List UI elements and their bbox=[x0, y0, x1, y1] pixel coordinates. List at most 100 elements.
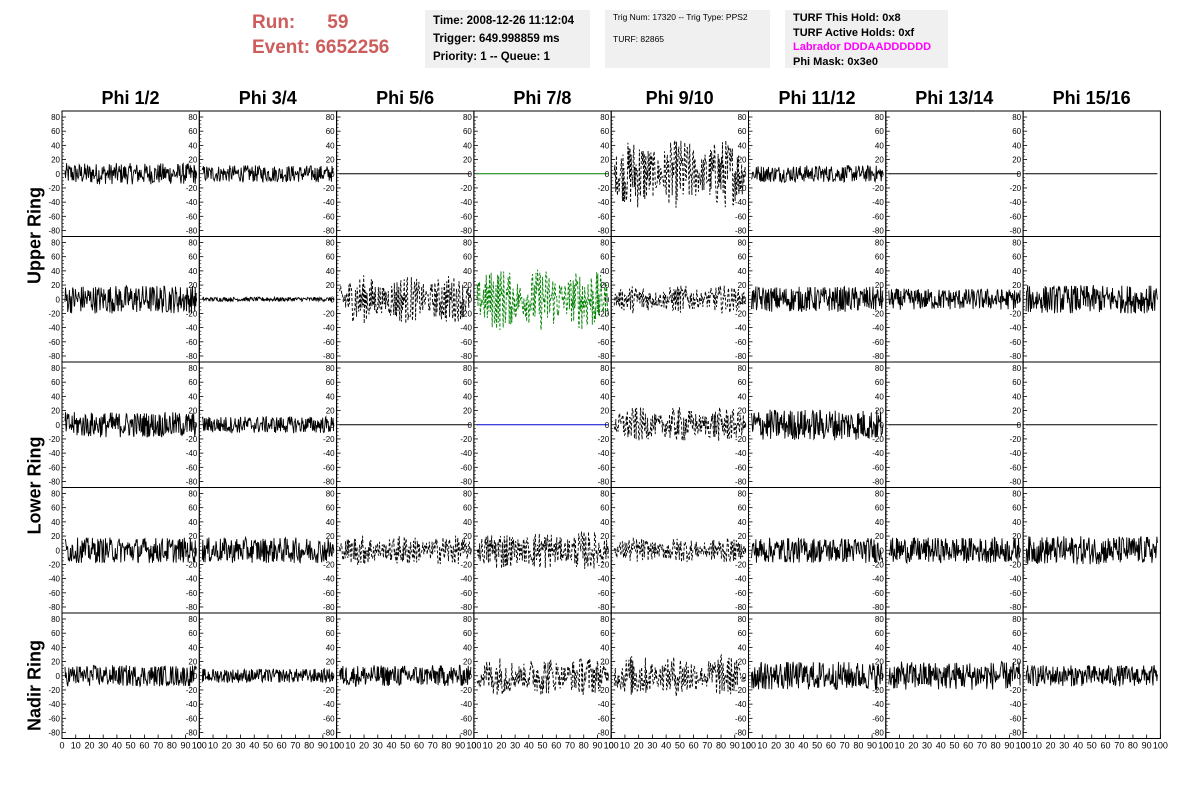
y-tick-label: -20 bbox=[735, 560, 747, 569]
y-tick-label: 60 bbox=[600, 378, 609, 387]
y-tick-label: -80 bbox=[460, 227, 472, 236]
x-tick-label: 0 bbox=[471, 741, 476, 751]
waveform-panel-r4-c1: 80 60 40 20 0 -20 -40 -60 -80 bbox=[48, 487, 200, 614]
y-tick-label: 40 bbox=[600, 392, 609, 401]
y-tick-label: 0 bbox=[467, 421, 472, 430]
y-tick-label: -80 bbox=[48, 227, 60, 236]
y-tick-label: 60 bbox=[875, 504, 884, 513]
x-tick-label: 80 bbox=[304, 741, 314, 751]
y-tick-label: 60 bbox=[463, 504, 472, 513]
y-tick-label: 60 bbox=[875, 127, 884, 136]
y-tick-label: 0 bbox=[1017, 546, 1022, 555]
y-tick-label: -60 bbox=[323, 338, 335, 347]
y-tick-label: -20 bbox=[872, 560, 884, 569]
y-tick-label: -40 bbox=[323, 575, 335, 584]
x-tick-label: 30 bbox=[647, 741, 657, 751]
y-tick-label: -80 bbox=[48, 352, 60, 361]
x-tick-label: 0 bbox=[609, 741, 614, 751]
y-tick-label: -40 bbox=[48, 198, 60, 207]
y-tick-label: 80 bbox=[738, 490, 747, 499]
x-tick-label: 50 bbox=[126, 741, 136, 751]
x-tick-label: 90 bbox=[867, 741, 877, 751]
y-tick-label: 80 bbox=[463, 113, 472, 122]
x-tick-label: 20 bbox=[908, 741, 918, 751]
y-tick-label: 0 bbox=[1017, 672, 1022, 681]
y-tick-label: 80 bbox=[738, 239, 747, 248]
x-tick-label: 40 bbox=[249, 741, 259, 751]
y-tick-label: -60 bbox=[460, 338, 472, 347]
x-tick-label: 80 bbox=[441, 741, 451, 751]
trig-num-line: Trig Num: 17320 -- Trig Type: PPS2 bbox=[613, 12, 748, 22]
y-tick-label: -40 bbox=[1010, 575, 1022, 584]
y-tick-label: 20 bbox=[463, 156, 472, 165]
waveform-panel-r2-c4: 80 60 40 20 0 -20 -40 -60 -80 bbox=[460, 236, 612, 363]
y-tick-label: -40 bbox=[186, 198, 198, 207]
y-tick-label: 80 bbox=[326, 113, 335, 122]
event-value: 6652256 bbox=[315, 37, 390, 58]
waveform-panel-r1-c5: 80 60 40 20 0 -20 -40 -60 -80 bbox=[598, 110, 750, 237]
y-tick-label: -60 bbox=[1010, 463, 1022, 472]
y-tick-label: 20 bbox=[188, 156, 197, 165]
waveform-panel-r4-c2: 80 60 40 20 0 -20 -40 -60 -80 bbox=[186, 487, 338, 614]
y-tick-label: -20 bbox=[186, 435, 198, 444]
y-tick-label: 40 bbox=[188, 141, 197, 150]
y-tick-label: -80 bbox=[735, 352, 747, 361]
y-tick-label: -20 bbox=[186, 184, 198, 193]
y-tick-label: 0 bbox=[330, 170, 335, 179]
y-tick-label: -40 bbox=[460, 700, 472, 709]
y-tick-label: 60 bbox=[463, 127, 472, 136]
y-tick-label: 20 bbox=[738, 532, 747, 541]
y-tick-label: -60 bbox=[735, 463, 747, 472]
y-tick-label: -40 bbox=[735, 700, 747, 709]
y-tick-label: -20 bbox=[48, 686, 60, 695]
y-tick-label: 60 bbox=[188, 629, 197, 638]
x-tick-label: 60 bbox=[826, 741, 836, 751]
waveform-trace bbox=[751, 165, 884, 184]
y-tick-label: -20 bbox=[323, 184, 335, 193]
y-tick-label: 80 bbox=[326, 490, 335, 499]
y-tick-label: 20 bbox=[1012, 407, 1021, 416]
y-tick-label: 60 bbox=[188, 504, 197, 513]
y-tick-label: -40 bbox=[186, 700, 198, 709]
waveform-trace bbox=[751, 409, 884, 441]
y-tick-label: 0 bbox=[605, 672, 610, 681]
x-tick-label: 90 bbox=[318, 741, 328, 751]
y-tick-label: -60 bbox=[735, 589, 747, 598]
x-tick-label: 40 bbox=[1073, 741, 1083, 751]
x-tick-label: 50 bbox=[538, 741, 548, 751]
waveform-trace bbox=[476, 656, 609, 696]
y-tick-label: -80 bbox=[323, 227, 335, 236]
x-tick-label: 30 bbox=[1059, 741, 1069, 751]
y-tick-label: -80 bbox=[872, 478, 884, 487]
y-tick-label: 80 bbox=[51, 364, 60, 373]
y-tick-label: 80 bbox=[326, 239, 335, 248]
y-tick-label: 60 bbox=[1012, 127, 1021, 136]
y-tick-label: 40 bbox=[600, 518, 609, 527]
y-tick-label: 60 bbox=[875, 378, 884, 387]
x-tick-label: 70 bbox=[977, 741, 987, 751]
y-tick-label: -80 bbox=[1010, 729, 1022, 738]
panel-frame bbox=[473, 487, 612, 614]
y-tick-label: 80 bbox=[600, 364, 609, 373]
x-tick-label: 30 bbox=[235, 741, 245, 751]
y-tick-label: 20 bbox=[326, 532, 335, 541]
column-title-8: Phi 15/16 bbox=[1052, 88, 1131, 108]
waveform-trace bbox=[613, 285, 746, 314]
y-tick-label: 20 bbox=[600, 281, 609, 290]
y-tick-label: -40 bbox=[1010, 700, 1022, 709]
y-tick-label: -40 bbox=[598, 324, 610, 333]
y-tick-label: 40 bbox=[51, 267, 60, 276]
priority-line: Priority: 1 -- Queue: 1 bbox=[433, 51, 550, 63]
y-tick-label: 60 bbox=[600, 629, 609, 638]
waveform-trace bbox=[201, 295, 335, 303]
panel-frame bbox=[198, 110, 338, 237]
waveform-panel-r1-c4: 80 60 40 20 0 -20 -40 -60 -80 bbox=[460, 110, 612, 237]
y-tick-label: -20 bbox=[735, 686, 747, 695]
y-tick-label: 20 bbox=[600, 658, 609, 667]
y-tick-label: -80 bbox=[186, 352, 198, 361]
y-tick-label: -20 bbox=[1010, 560, 1022, 569]
y-tick-label: 40 bbox=[51, 141, 60, 150]
y-tick-label: 0 bbox=[467, 672, 472, 681]
y-tick-label: -80 bbox=[460, 603, 472, 612]
y-tick-label: -60 bbox=[872, 714, 884, 723]
